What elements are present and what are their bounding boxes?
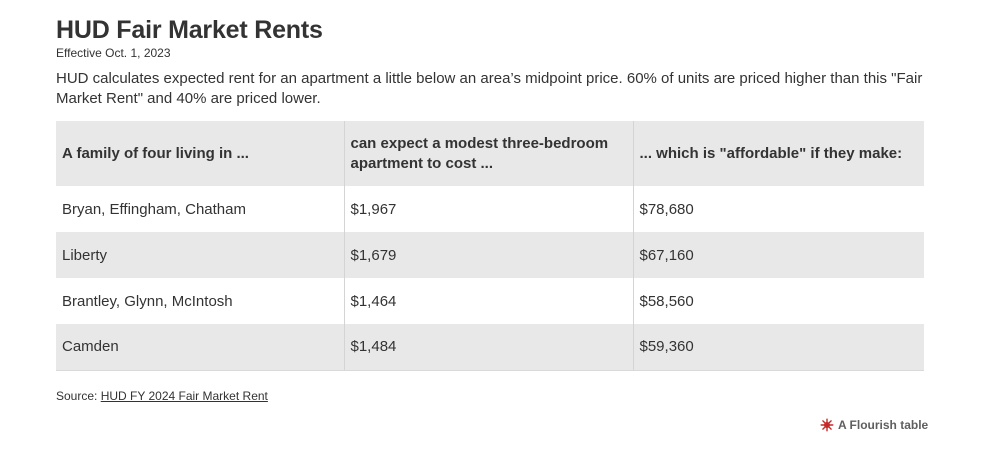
cell-area: Camden bbox=[56, 324, 344, 371]
cell-income: $59,360 bbox=[632, 324, 924, 371]
rent-table: A family of four living in ... can expec… bbox=[56, 121, 924, 371]
cell-rent: $1,679 bbox=[343, 232, 633, 278]
source-link[interactable]: HUD FY 2024 Fair Market Rent bbox=[100, 389, 268, 403]
table-row: Brantley, Glynn, McIntosh $1,464 $58,560 bbox=[56, 278, 924, 324]
source-prefix: Source: bbox=[56, 389, 101, 403]
cell-income: $78,680 bbox=[632, 186, 924, 232]
table-body: Bryan, Effingham, Chatham $1,967 $78,680… bbox=[56, 186, 924, 371]
cell-rent: $1,464 bbox=[343, 278, 633, 324]
cell-rent: $1,484 bbox=[343, 324, 633, 371]
cell-area: Liberty bbox=[56, 232, 344, 278]
cell-rent: $1,967 bbox=[343, 186, 633, 232]
table-description: HUD calculates expected rent for an apar… bbox=[56, 70, 923, 107]
cell-area: Bryan, Effingham, Chatham bbox=[56, 186, 344, 232]
column-header-rent[interactable]: can expect a modest three-bedroom apartm… bbox=[343, 121, 633, 186]
cell-area: Brantley, Glynn, McIntosh bbox=[56, 278, 344, 324]
flourish-credit[interactable]: A Flourish table bbox=[820, 418, 928, 432]
flourish-credit-label: A Flourish table bbox=[838, 418, 929, 432]
cell-income: $67,160 bbox=[632, 232, 924, 278]
rent-table-container: A family of four living in ... can expec… bbox=[56, 121, 924, 371]
cell-income: $58,560 bbox=[632, 278, 924, 324]
page-title: HUD Fair Market Rents bbox=[56, 16, 323, 44]
column-header-area[interactable]: A family of four living in ... bbox=[56, 121, 344, 186]
page-subtitle: Effective Oct. 1, 2023 bbox=[56, 46, 171, 60]
flourish-logo-icon bbox=[820, 418, 834, 432]
header-row: A family of four living in ... can expec… bbox=[56, 121, 924, 186]
table-row: Camden $1,484 $59,360 bbox=[56, 324, 924, 371]
table-row: Liberty $1,679 $67,160 bbox=[56, 232, 924, 278]
column-header-income[interactable]: ... which is "affordable" if they make: bbox=[632, 121, 924, 186]
table-header: A family of four living in ... can expec… bbox=[56, 121, 924, 186]
source-note: Source: HUD FY 2024 Fair Market Rent bbox=[56, 389, 268, 403]
table-row: Bryan, Effingham, Chatham $1,967 $78,680 bbox=[56, 186, 924, 232]
